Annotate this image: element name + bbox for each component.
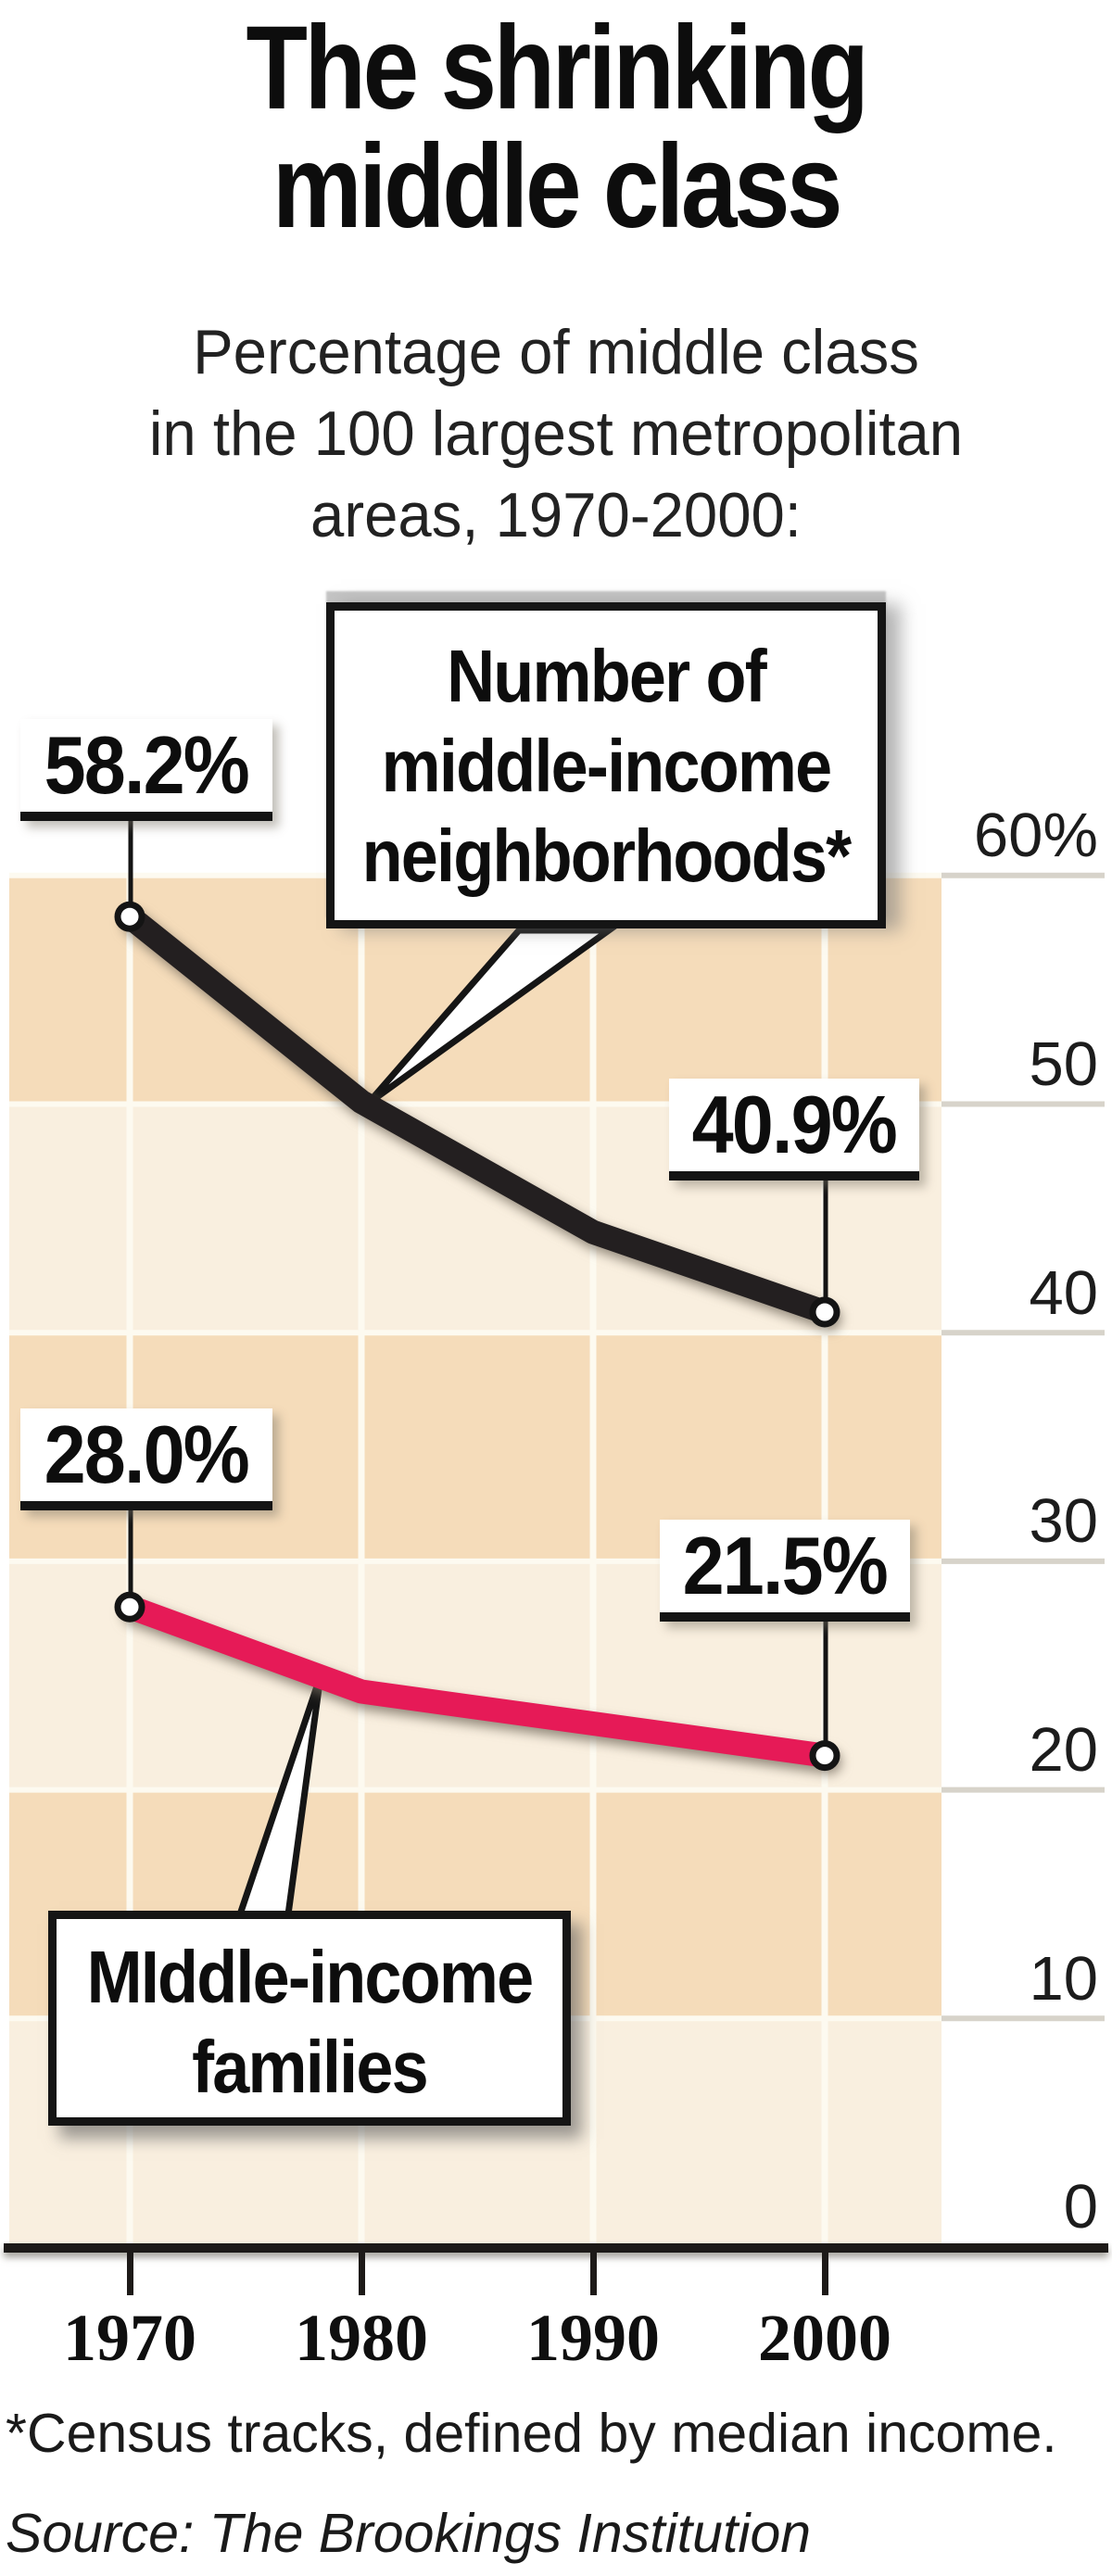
y-tick-20: 20 bbox=[1029, 1715, 1098, 1785]
callout-neighborhoods-line-1: Number of bbox=[447, 635, 767, 717]
x-tick-2000: 2000 bbox=[758, 2301, 891, 2375]
title-line-1: The shrinking bbox=[246, 2, 869, 134]
footnote: *Census tracks, defined by median income… bbox=[6, 2403, 1057, 2464]
y-tick-0: 0 bbox=[1063, 2172, 1098, 2241]
title-line-2: middle class bbox=[272, 120, 843, 253]
y-tick-10: 10 bbox=[1029, 1944, 1098, 2014]
label-leader-lines bbox=[128, 821, 828, 1756]
neighborhoods-line bbox=[118, 904, 837, 1324]
callout-neighborhoods-line-2: middle-income bbox=[381, 725, 832, 807]
label-families-1970: 28.0% bbox=[20, 1408, 272, 1510]
x-axis bbox=[4, 2243, 1108, 2295]
chart-subtitle: Percentage of middle class in the 100 la… bbox=[0, 311, 1112, 556]
callout-neighborhoods-tail bbox=[365, 927, 619, 1106]
subtitle-line-3: areas, 1970-2000: bbox=[310, 480, 802, 550]
x-tick-1990: 1990 bbox=[526, 2301, 660, 2375]
source-credit: Source: The Brookings Institution bbox=[6, 2503, 812, 2564]
endpoint-dots bbox=[114, 901, 840, 1772]
families-line bbox=[118, 1595, 837, 1768]
y-tick-50: 50 bbox=[1029, 1029, 1098, 1099]
callout-neighborhoods: Number of middle-income neighborhoods* bbox=[326, 602, 886, 928]
x-tick-1970: 1970 bbox=[63, 2301, 196, 2375]
y-tick-40: 40 bbox=[1029, 1258, 1098, 1328]
callout-neighborhoods-line-3: neighborhoods* bbox=[361, 814, 853, 897]
y-tick-30: 30 bbox=[1029, 1486, 1098, 1556]
page-title: The shrinking middle class bbox=[0, 9, 1112, 246]
subtitle-line-2: in the 100 largest metropolitan bbox=[148, 398, 964, 469]
label-neighborhoods-1970: 58.2% bbox=[20, 719, 272, 821]
x-tick-1980: 1980 bbox=[295, 2301, 428, 2375]
callout-families-line-2: families bbox=[192, 2026, 429, 2108]
label-families-2000: 21.5% bbox=[660, 1520, 910, 1622]
label-neighborhoods-2000: 40.9% bbox=[669, 1079, 919, 1181]
subtitle-line-1: Percentage of middle class bbox=[193, 317, 919, 387]
y-tick-60: 60% bbox=[973, 801, 1098, 870]
callout-families: MIddle-income families bbox=[48, 1911, 571, 2126]
callout-families-line-1: MIddle-income bbox=[86, 1936, 534, 2018]
